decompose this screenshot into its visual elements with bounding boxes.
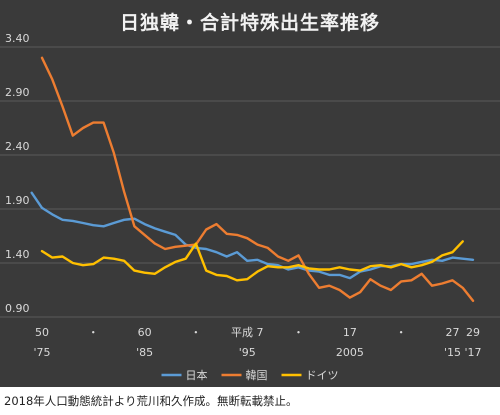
line-chart: 3.40 2.90 2.40 1.90 1.40 0.90 50 ・ 60 ・ 平成 7 ・ 17 ・ 2… [0, 32, 500, 382]
y-tick-label: 1.40 [5, 248, 30, 261]
chart-panel: 日独韓・合計特殊出生率推移 3.40 2.90 2.40 1.90 1.40 0.90 5… [0, 0, 500, 387]
x-tick-label: 50 [35, 326, 49, 339]
x-tick-label: 平成 7 [231, 326, 264, 339]
legend: 日本 韓国 ドイツ [161, 368, 338, 382]
y-axis-tick-labels: 3.40 2.90 2.40 1.90 1.40 0.90 [5, 32, 30, 315]
y-tick-label: 2.40 [5, 140, 30, 153]
series-line-1 [40, 56, 475, 302]
series-lines [30, 56, 475, 302]
source-footnote: 2018年人口動態統計より荒川和久作成。無断転載禁止。 [4, 394, 298, 408]
chart-title: 日独韓・合計特殊出生率推移 [119, 12, 380, 34]
y-tick-label: 0.90 [5, 302, 30, 315]
x-tick-label-year: '85 [136, 346, 153, 359]
x-tick-label: ・ [293, 326, 304, 339]
legend-label: 韓国 [246, 369, 268, 382]
x-axis-tick-labels: 50 ・ 60 ・ 平成 7 ・ 17 ・ 27 29 '75 '85 '95 2005 '15'17 [33, 326, 481, 359]
x-tick-label-year: '95 [239, 346, 256, 359]
series-line-2 [40, 240, 464, 282]
y-tick-label: 1.90 [5, 194, 30, 207]
x-tick-label-year: '17 [464, 346, 481, 359]
legend-label: ドイツ [305, 369, 338, 382]
x-tick-label-year: '75 [33, 346, 50, 359]
x-tick-label: ・ [88, 326, 99, 339]
x-tick-label: 17 [343, 326, 357, 339]
y-tick-label: 2.90 [5, 86, 30, 99]
x-tick-label-year: '15 [444, 346, 461, 359]
x-tick-label: 29 [466, 326, 480, 339]
x-tick-label: 27 [445, 326, 459, 339]
x-tick-label: ・ [396, 326, 407, 339]
y-tick-label: 3.40 [5, 32, 30, 45]
x-tick-label: 60 [138, 326, 152, 339]
legend-label: 日本 [186, 368, 208, 382]
x-tick-label: ・ [190, 326, 201, 339]
x-tick-label-year: 2005 [336, 346, 364, 359]
